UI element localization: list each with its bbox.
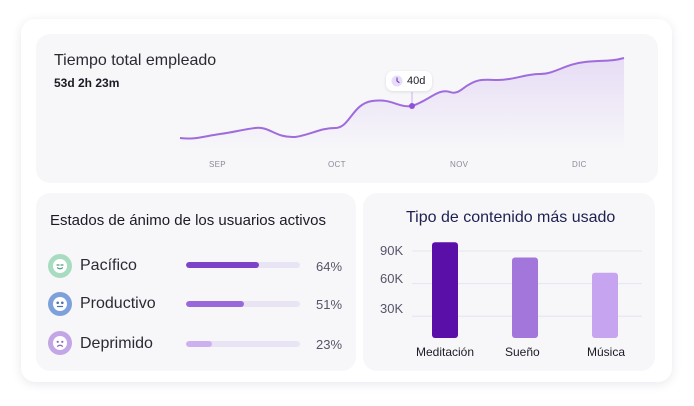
mood-percent: 23% xyxy=(316,337,343,352)
mood-percent: 51% xyxy=(316,297,343,312)
mood-progress-track xyxy=(186,301,300,307)
mood-progress-fill xyxy=(186,262,259,268)
bar-category-label: Música xyxy=(587,345,626,359)
mood-label: Productivo xyxy=(80,295,156,312)
total-time-value: 53d 2h 23m xyxy=(54,76,120,90)
month-label: OCT xyxy=(328,160,346,169)
mood-panel-title: Estados de ánimo de los usuarios activos xyxy=(50,212,326,229)
focused-face-icon xyxy=(48,292,72,316)
month-label: NOV xyxy=(450,160,469,169)
total-time-title: Tiempo total empleado xyxy=(54,52,217,69)
mood-progress-track xyxy=(186,341,300,347)
bar-category-label: Meditación xyxy=(416,345,475,359)
y-tick-label: 90K xyxy=(380,243,404,258)
peak-value: 40d xyxy=(407,75,426,87)
mood-progress-fill xyxy=(186,301,245,307)
calm-face-icon xyxy=(48,254,72,278)
month-label: DIC xyxy=(572,160,587,169)
mood-label: Pacífico xyxy=(80,257,137,274)
sad-face-icon xyxy=(48,331,72,355)
content-chart-title: Tipo de contenido más usado xyxy=(406,209,616,226)
month-label: SEP xyxy=(209,160,226,169)
mood-percent: 64% xyxy=(316,259,343,274)
y-tick-label: 60K xyxy=(380,271,404,286)
mood-progress-fill xyxy=(186,341,213,347)
y-tick-label: 30K xyxy=(380,301,404,316)
bar-category-label: Sueño xyxy=(505,345,540,359)
mood-label: Deprimido xyxy=(80,335,153,352)
mood-progress-track xyxy=(186,262,300,268)
peak-value-badge[interactable]: 40d xyxy=(386,71,432,91)
clock-icon xyxy=(391,75,403,87)
